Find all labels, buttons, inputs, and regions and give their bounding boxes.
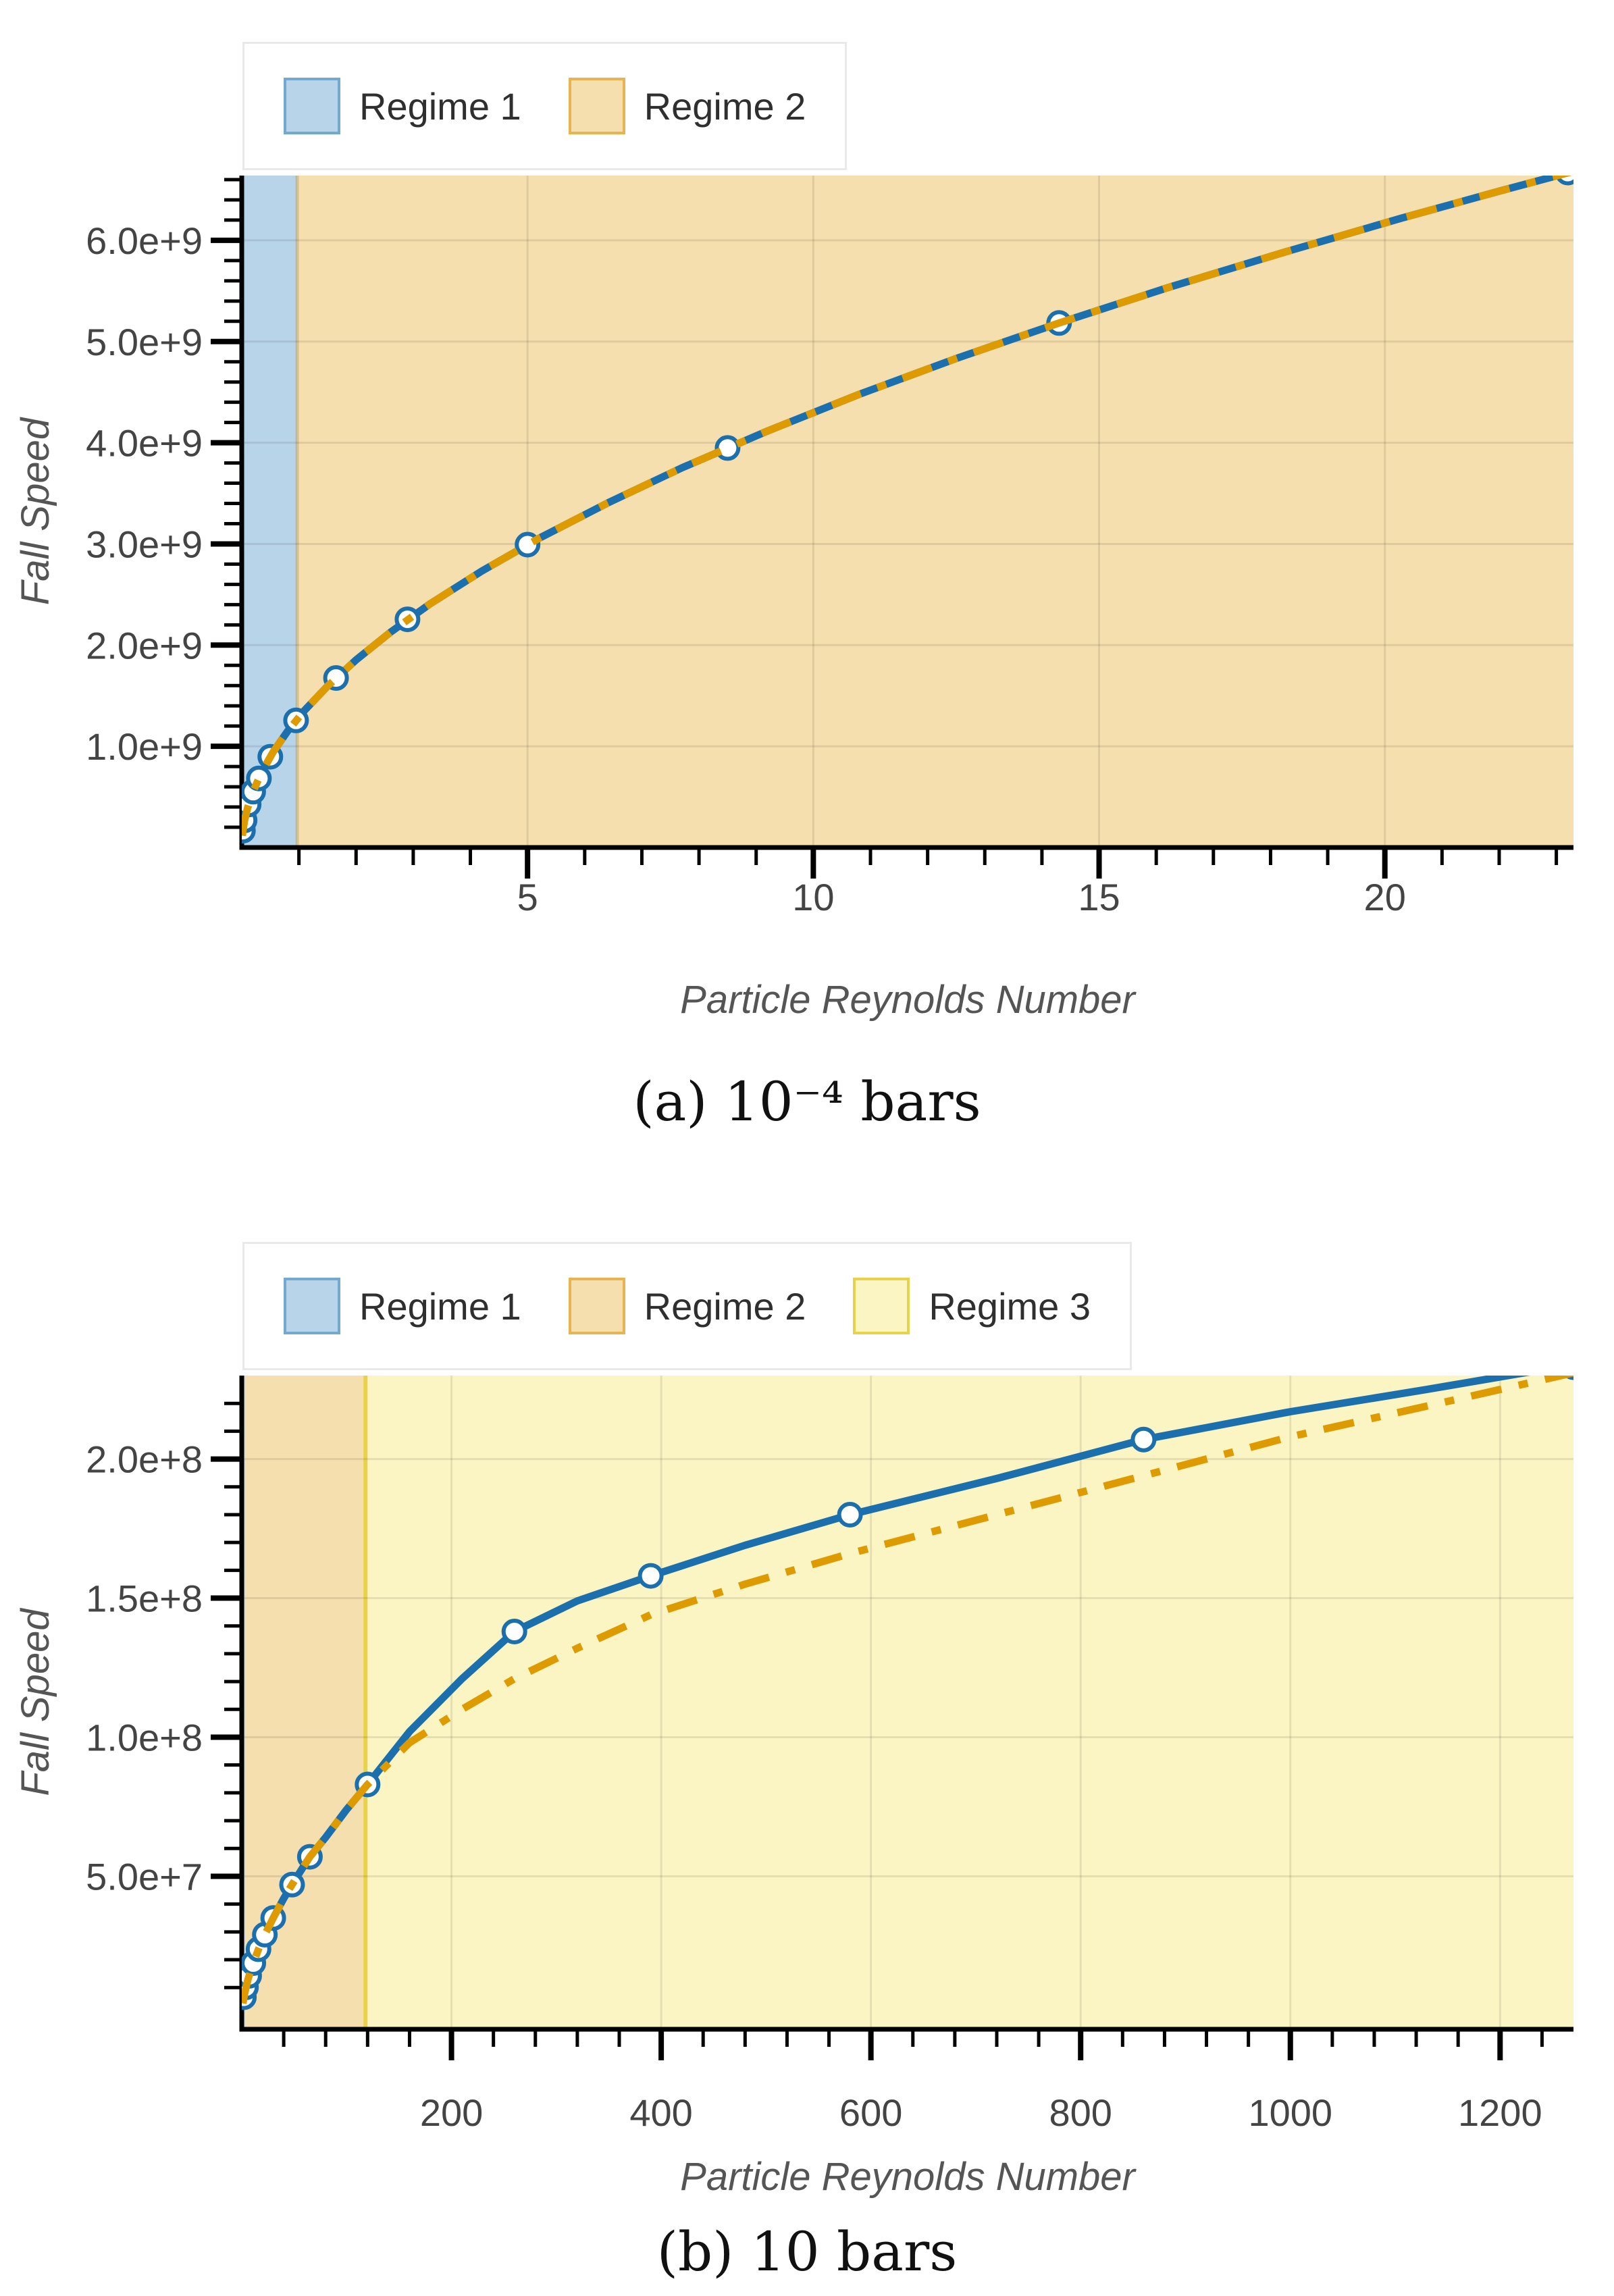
series-blue-solid-line bbox=[242, 176, 1572, 837]
legend-label-regime-2: Regime 2 bbox=[644, 1284, 806, 1328]
data-point-marker bbox=[296, 1844, 323, 1870]
y-tick-label: 1.0e+8 bbox=[86, 1716, 203, 1758]
caption-b: (b) 10 bars bbox=[656, 2220, 958, 2283]
series-orange-dashdot-line bbox=[242, 1376, 1573, 2004]
legend-swatch-regime-1 bbox=[284, 1278, 340, 1334]
legend-swatch-regime-1 bbox=[284, 78, 340, 134]
regime-1-region bbox=[242, 176, 298, 847]
x-tick-label: 800 bbox=[1049, 2091, 1112, 2134]
x-tick-label: 600 bbox=[839, 2091, 902, 2134]
data-point-marker bbox=[279, 1871, 305, 1898]
y-axis-title: Fall Speed bbox=[14, 1608, 57, 1796]
legend-b: Regime 1 Regime 2 Regime 3 bbox=[242, 1242, 1133, 1370]
legend-entry-regime-2: Regime 2 bbox=[568, 1278, 806, 1334]
legend-entry-regime-2: Regime 2 bbox=[568, 78, 806, 134]
data-point-marker bbox=[394, 606, 421, 633]
x-tick-label: 1200 bbox=[1458, 2091, 1542, 2134]
data-point-marker bbox=[1555, 176, 1573, 186]
y-tick-label: 3.0e+9 bbox=[86, 523, 203, 565]
y-axis-title: Fall Speed bbox=[14, 417, 57, 605]
series-markers bbox=[242, 176, 1573, 844]
x-tick-label: 5 bbox=[517, 876, 538, 918]
legend-swatch-regime-2 bbox=[568, 1278, 625, 1334]
data-point-marker bbox=[242, 1984, 257, 2010]
x-tick-label: 10 bbox=[792, 876, 834, 918]
series-orange-dashdot-line bbox=[242, 176, 1572, 837]
data-point-marker bbox=[252, 1921, 278, 1948]
data-point-marker bbox=[714, 435, 741, 461]
data-point-marker bbox=[245, 1936, 271, 1962]
data-point-marker bbox=[242, 1974, 259, 2000]
legend-swatch-regime-3 bbox=[853, 1278, 910, 1334]
x-tick-label: 15 bbox=[1078, 876, 1120, 918]
legend-a: Regime 1 Regime 2 bbox=[242, 42, 848, 170]
data-point-marker bbox=[242, 791, 262, 818]
regime-1-region bbox=[242, 1376, 245, 2029]
data-point-marker bbox=[837, 1502, 863, 1528]
y-tick-label: 1.0e+9 bbox=[86, 725, 203, 768]
regime-2-region bbox=[297, 176, 1573, 847]
data-point-marker bbox=[637, 1563, 664, 1589]
data-point-marker bbox=[283, 707, 309, 733]
x-tick-label: 1000 bbox=[1248, 2091, 1332, 2134]
data-point-marker bbox=[246, 765, 272, 791]
data-point-marker bbox=[260, 1905, 286, 1931]
y-tick-label: 2.0e+8 bbox=[86, 1438, 203, 1481]
data-point-marker bbox=[1130, 1426, 1157, 1453]
y-tick-label: 4.0e+9 bbox=[86, 422, 203, 465]
y-tick-label: 2.0e+9 bbox=[86, 624, 203, 667]
y-tick-label: 5.0e+9 bbox=[86, 321, 203, 363]
legend-label-regime-1: Regime 1 bbox=[359, 84, 521, 128]
data-point-marker bbox=[242, 1950, 267, 1976]
data-point-marker bbox=[323, 665, 349, 691]
series-blue-solid-line bbox=[242, 1376, 1531, 2004]
regime-2-region bbox=[244, 1376, 366, 2029]
data-point-marker bbox=[257, 743, 284, 770]
data-point-marker bbox=[1046, 310, 1072, 336]
series-markers bbox=[242, 1376, 1573, 2010]
x-tick-label: 400 bbox=[629, 2091, 692, 2134]
data-point-marker bbox=[242, 818, 256, 844]
caption-a: (a) 10⁻⁴ bars bbox=[633, 1070, 981, 1133]
legend-entry-regime-1: Regime 1 bbox=[284, 78, 521, 134]
x-tick-label: 20 bbox=[1364, 876, 1406, 918]
legend-entry-regime-3: Regime 3 bbox=[853, 1278, 1091, 1334]
x-tick-label: 200 bbox=[420, 2091, 483, 2134]
legend-label-regime-2: Regime 2 bbox=[644, 84, 806, 128]
y-tick-label: 6.0e+9 bbox=[86, 219, 203, 262]
data-point-marker bbox=[501, 1619, 527, 1644]
regime-3-region bbox=[365, 1376, 1573, 2029]
legend-entry-regime-1: Regime 1 bbox=[284, 1278, 521, 1334]
x-axis-title: Particle Reynolds Number bbox=[680, 978, 1137, 1022]
legend-swatch-regime-2 bbox=[568, 78, 625, 134]
y-tick-label: 1.5e+8 bbox=[86, 1577, 203, 1620]
data-point-marker bbox=[515, 531, 541, 558]
data-point-marker bbox=[1563, 1376, 1573, 1380]
data-point-marker bbox=[242, 807, 258, 833]
legend-label-regime-3: Regime 3 bbox=[929, 1284, 1091, 1328]
data-point-marker bbox=[242, 779, 266, 805]
data-point-marker bbox=[355, 1771, 381, 1798]
legend-label-regime-1: Regime 1 bbox=[359, 1284, 521, 1328]
data-point-marker bbox=[242, 1962, 262, 1989]
x-axis-title: Particle Reynolds Number bbox=[680, 2155, 1137, 2199]
y-tick-label: 5.0e+7 bbox=[86, 1855, 203, 1898]
